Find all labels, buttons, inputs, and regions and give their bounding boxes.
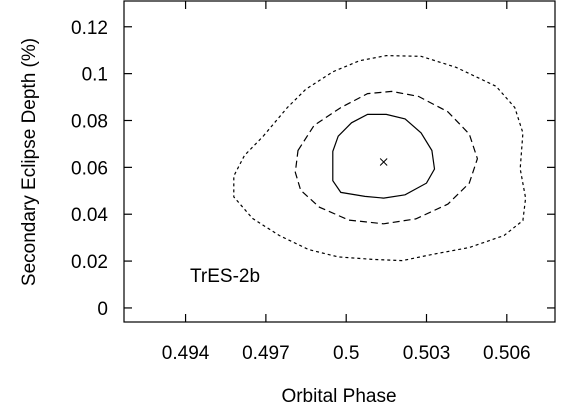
x-axis-title: Orbital Phase bbox=[281, 386, 396, 406]
contour-dotted bbox=[233, 54, 527, 262]
y-tick-label: 0.08 bbox=[71, 111, 108, 132]
x-tick-label: 0.5 bbox=[333, 343, 359, 364]
contour-dashed bbox=[294, 90, 479, 225]
y-axis-ticks: 0 0.02 0.04 0.06 0.08 0.1 0.12 bbox=[71, 18, 555, 320]
confidence-contours bbox=[233, 54, 527, 262]
x-tick-label: 0.497 bbox=[242, 343, 290, 364]
contour-solid bbox=[332, 113, 436, 199]
best-fit-x-stroke bbox=[379, 158, 388, 166]
y-tick-label: 0.12 bbox=[71, 18, 108, 39]
y-tick-label: 0.1 bbox=[82, 65, 108, 86]
y-tick-label: 0.04 bbox=[71, 205, 108, 226]
y-tick-label: 0 bbox=[97, 299, 108, 320]
y-axis-title: Secondary Eclipse Depth (%) bbox=[19, 38, 40, 286]
y-tick-label: 0.02 bbox=[71, 252, 108, 273]
annotation-label: TrES-2b bbox=[190, 266, 260, 287]
x-axis-ticks: 0.494 0.497 0.5 0.503 0.506 bbox=[162, 1, 531, 364]
y-tick-label: 0.06 bbox=[71, 158, 108, 179]
best-fit-marker bbox=[379, 158, 388, 166]
x-tick-label: 0.506 bbox=[483, 343, 531, 364]
x-tick-label: 0.503 bbox=[403, 343, 451, 364]
plot-frame bbox=[123, 0, 556, 323]
x-tick-label: 0.494 bbox=[162, 343, 210, 364]
